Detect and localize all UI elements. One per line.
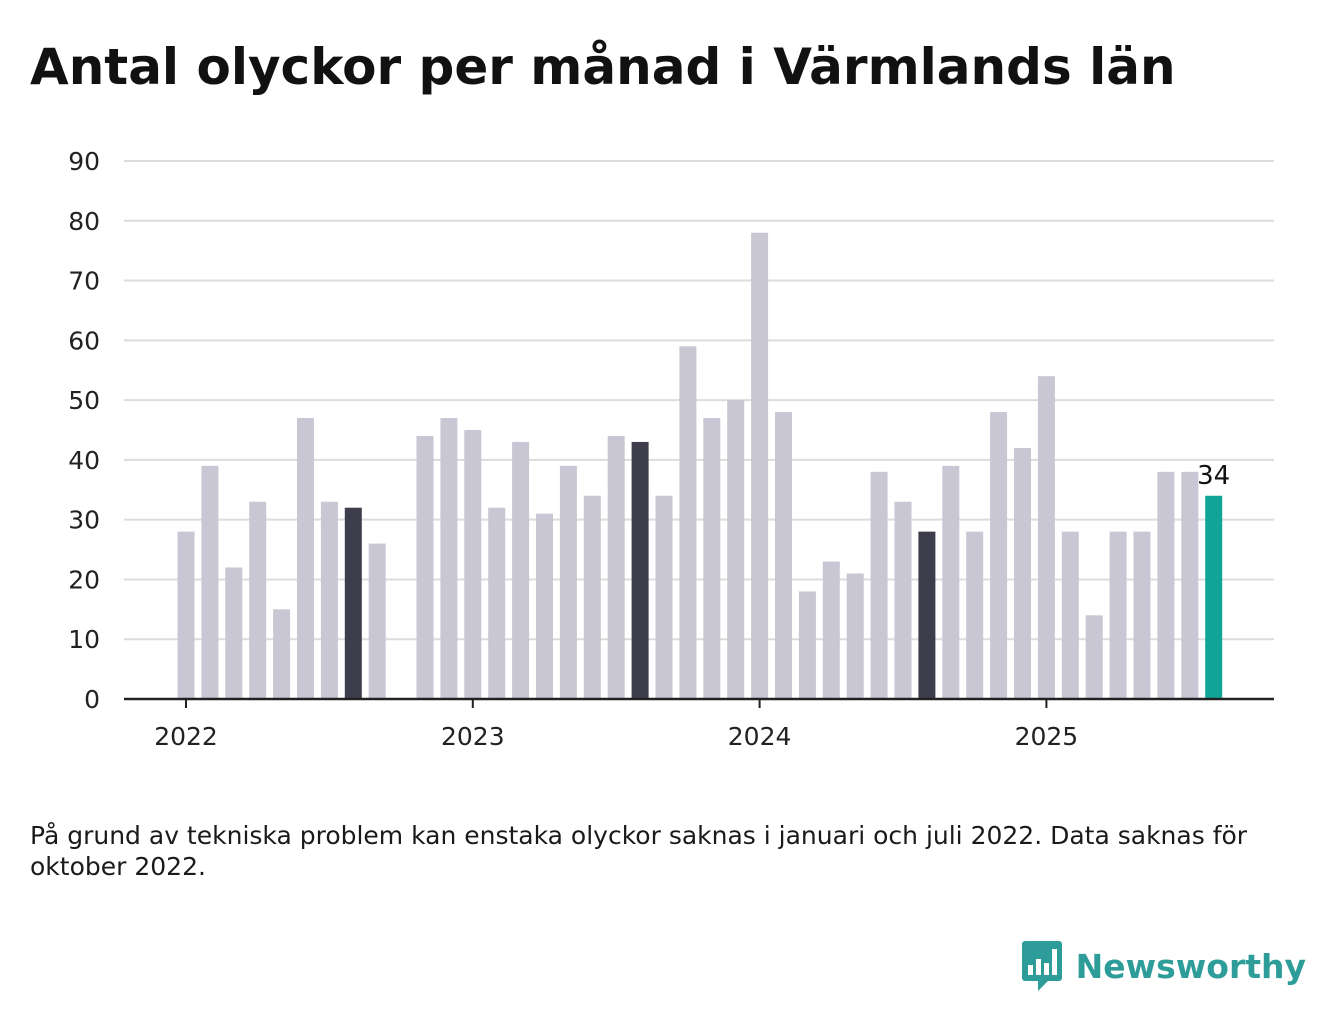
bar-2022-02 [201, 465, 219, 699]
bar-2024-05 [846, 573, 864, 699]
bar-2025-03 [1085, 615, 1103, 699]
bar-2023-11 [703, 418, 721, 699]
y-tick-label: 70 [68, 267, 100, 296]
bar-2023-04 [536, 513, 553, 699]
bar-2023-12 [727, 400, 745, 699]
bar-2023-08 [631, 441, 649, 699]
x-tick-label: 2023 [441, 722, 505, 751]
brand-name: Newsworthy [1075, 946, 1306, 986]
bar-2022-08 [344, 507, 362, 699]
bar-2024-01 [751, 232, 769, 699]
bar-2024-03 [798, 591, 816, 699]
x-axis-ticks: 2022 2023 2024 2025 [154, 699, 1078, 751]
y-tick-label: 60 [68, 326, 100, 355]
bar-2022-03 [225, 567, 243, 699]
x-tick-label: 2024 [728, 722, 792, 751]
bar-chart: 0 10 20 30 40 50 60 70 80 90 2022 2023 2024 2025 34 [68, 147, 1274, 751]
bar-2025-06 [1157, 471, 1175, 699]
bar-2023-09 [655, 495, 673, 699]
y-tick-label: 10 [68, 625, 100, 654]
y-axis-ticks: 0 10 20 30 40 50 60 70 80 90 [68, 147, 100, 714]
bars [177, 232, 1223, 699]
bar-2024-12 [1014, 447, 1031, 699]
bar-2023-01 [464, 430, 482, 699]
y-tick-label: 80 [68, 207, 100, 236]
bar-2024-04 [822, 561, 840, 699]
latest-value-label: 34 [1197, 461, 1230, 491]
bar-2022-12 [440, 418, 458, 699]
y-tick-label: 50 [68, 386, 100, 415]
bar-2024-08 [918, 531, 936, 699]
y-tick-label: 0 [84, 685, 100, 714]
bar-2025-02 [1061, 531, 1079, 699]
y-tick-label: 20 [68, 565, 100, 594]
bar-2022-07 [320, 501, 338, 699]
data-labels: 34 [1197, 461, 1230, 491]
bar-2023-02 [488, 507, 506, 699]
bar-2022-11 [416, 435, 434, 699]
bar-2023-10 [679, 346, 697, 699]
bar-2023-06 [583, 495, 601, 699]
x-tick-label: 2025 [1015, 722, 1079, 751]
bar-2022-09 [368, 543, 386, 699]
y-tick-label: 40 [68, 446, 100, 475]
bar-2025-07 [1181, 471, 1199, 699]
x-tick-label: 2022 [154, 722, 218, 751]
y-tick-label: 30 [68, 506, 100, 535]
bar-2025-08 [1205, 495, 1223, 699]
bar-chart-speech-bubble-icon [1021, 941, 1062, 991]
bar-2023-07 [607, 435, 625, 699]
bar-2022-05 [273, 609, 291, 699]
bar-2022-04 [249, 501, 267, 699]
bar-2024-02 [775, 412, 792, 699]
bar-2024-10 [966, 531, 984, 699]
footnote: På grund av tekniska problem kan enstaka… [30, 821, 1248, 881]
bar-2023-03 [512, 441, 530, 699]
y-tick-label: 90 [68, 147, 100, 176]
brand-logo: Newsworthy [1021, 940, 1306, 992]
bar-2025-04 [1109, 531, 1127, 699]
bar-2022-01 [177, 531, 195, 699]
bar-2024-09 [942, 465, 960, 699]
bar-2025-01 [1037, 376, 1055, 699]
chart-title: Antal olyckor per månad i Värmlands län [30, 38, 1176, 96]
bar-2022-06 [297, 418, 314, 699]
bar-2023-05 [559, 465, 577, 699]
gridlines [124, 160, 1274, 641]
bar-2025-05 [1133, 531, 1151, 699]
bar-2024-07 [894, 501, 912, 699]
bar-2024-06 [870, 471, 888, 699]
bar-2024-11 [990, 412, 1008, 699]
